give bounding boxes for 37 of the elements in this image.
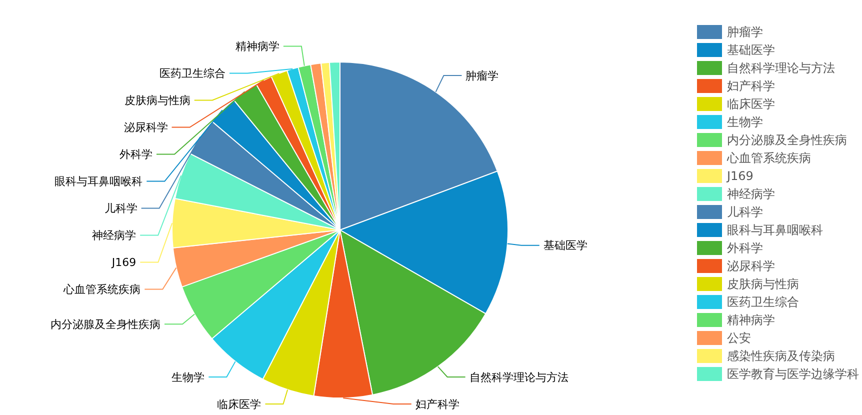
- slice-label: 皮肤病与性病: [124, 94, 190, 108]
- legend-label: 皮肤病与性病: [727, 277, 799, 292]
- legend-label: 医药卫生综合: [727, 295, 799, 310]
- slice-label: 基础医学: [543, 239, 588, 252]
- legend-label: 妇产科学: [727, 79, 775, 94]
- legend-label: 公安: [727, 331, 751, 346]
- legend-label: 儿科学: [727, 205, 763, 220]
- legend-label: 临床医学: [727, 97, 775, 112]
- legend-label: 内分泌腺及全身性疾病: [727, 133, 847, 148]
- legend-label: 感染性疾病及传染病: [727, 349, 835, 364]
- slice-label: 神经病学: [92, 229, 136, 242]
- slice-label: 泌尿科学: [124, 121, 168, 134]
- slice-label: 自然科学理论与方法: [469, 370, 568, 384]
- legend-label: 肿瘤学: [727, 25, 763, 40]
- legend-label: J169: [726, 169, 754, 184]
- legend-label: 生物学: [727, 115, 763, 130]
- legend-label: 眼科与耳鼻咽喉科: [727, 223, 823, 238]
- legend-label: 医学教育与医学边缘学科: [727, 367, 859, 382]
- slice-label: 心血管系统疾病: [62, 283, 141, 296]
- slice-label: 生物学: [172, 370, 205, 384]
- slice-label: 妇产科学: [415, 398, 460, 411]
- legend-label: 精神病学: [727, 313, 775, 328]
- slice-label: 外科学: [120, 148, 152, 162]
- legend-label: 自然科学理论与方法: [727, 61, 835, 76]
- legend-label: 神经病学: [727, 187, 775, 202]
- slice-label: 医药卫生综合: [159, 67, 226, 80]
- slice-label: 内分泌腺及全身性疾病: [50, 318, 160, 332]
- slice-label: 精神病学: [235, 40, 280, 54]
- slice-label: J169: [110, 256, 136, 270]
- slice-label: 临床医学: [217, 398, 262, 411]
- legend-label: 基础医学: [727, 43, 775, 58]
- slice-label: 眼科与耳鼻咽喉科: [54, 175, 143, 188]
- legend-label: 心血管系统疾病: [726, 151, 811, 166]
- slice-label: 肿瘤学: [466, 69, 499, 82]
- legend-label: 外科学: [727, 241, 763, 256]
- legend-label: 泌尿科学: [727, 259, 775, 274]
- slice-label: 儿科学: [104, 202, 138, 216]
